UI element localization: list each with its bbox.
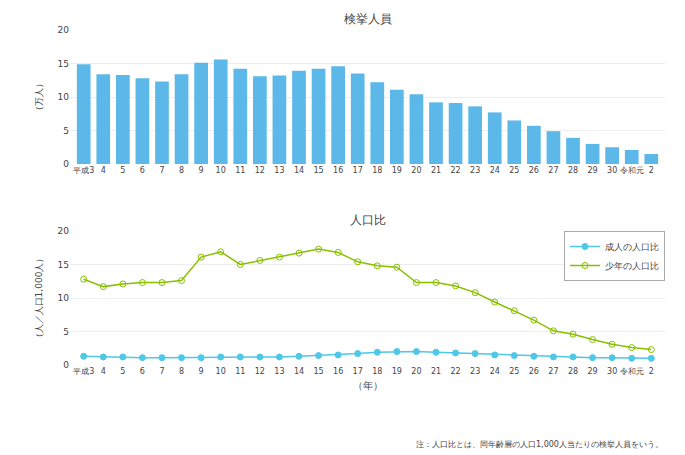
svg-text:平成3: 平成3	[73, 367, 94, 376]
svg-text:15: 15	[58, 59, 69, 69]
svg-text:10: 10	[216, 367, 226, 376]
svg-text:12: 12	[255, 367, 265, 376]
svg-text:（年）: （年）	[353, 380, 383, 391]
svg-text:少年の人口比: 少年の人口比	[605, 261, 659, 271]
svg-text:15: 15	[58, 260, 69, 270]
svg-text:8: 8	[179, 166, 184, 175]
svg-text:0: 0	[63, 360, 69, 370]
svg-text:19: 19	[392, 166, 402, 175]
svg-text:16: 16	[333, 166, 343, 175]
svg-text:21: 21	[431, 367, 441, 376]
svg-text:24: 24	[490, 166, 500, 175]
svg-text:注：人口比とは、同年齢層の人口1,000人当たりの検挙人員を: 注：人口比とは、同年齢層の人口1,000人当たりの検挙人員をいう。	[416, 440, 663, 449]
svg-text:12: 12	[255, 166, 265, 175]
svg-text:8: 8	[179, 367, 184, 376]
svg-text:30: 30	[607, 166, 617, 175]
svg-text:17: 17	[353, 166, 363, 175]
svg-text:平成3: 平成3	[73, 166, 94, 175]
svg-text:13: 13	[274, 367, 284, 376]
svg-text:21: 21	[431, 166, 441, 175]
svg-text:6: 6	[140, 367, 145, 376]
svg-text:15: 15	[313, 166, 323, 175]
svg-text:9: 9	[199, 367, 204, 376]
svg-text:（人／人口1,000人）: （人／人口1,000人）	[34, 254, 44, 343]
svg-text:5: 5	[63, 126, 69, 136]
svg-text:検挙人員: 検挙人員	[344, 12, 392, 26]
svg-text:4: 4	[101, 367, 106, 376]
svg-text:令和元: 令和元	[620, 367, 644, 376]
svg-text:27: 27	[548, 166, 558, 175]
svg-text:25: 25	[509, 166, 519, 175]
svg-text:令和元: 令和元	[620, 166, 644, 175]
svg-text:26: 26	[529, 166, 539, 175]
svg-text:30: 30	[607, 367, 617, 376]
svg-text:0: 0	[63, 159, 69, 169]
svg-text:10: 10	[216, 166, 226, 175]
svg-text:5: 5	[63, 327, 69, 337]
svg-text:20: 20	[411, 367, 421, 376]
svg-text:14: 14	[294, 367, 304, 376]
svg-text:18: 18	[372, 367, 382, 376]
svg-text:13: 13	[274, 166, 284, 175]
svg-text:28: 28	[568, 367, 578, 376]
svg-text:5: 5	[120, 367, 125, 376]
svg-text:2: 2	[649, 166, 654, 175]
svg-text:27: 27	[548, 367, 558, 376]
svg-text:2: 2	[649, 367, 654, 376]
svg-text:20: 20	[58, 226, 70, 236]
svg-text:18: 18	[372, 166, 382, 175]
svg-text:5: 5	[120, 166, 125, 175]
svg-text:22: 22	[450, 367, 460, 376]
svg-text:29: 29	[587, 367, 597, 376]
svg-text:17: 17	[353, 367, 363, 376]
svg-text:28: 28	[568, 166, 578, 175]
svg-text:22: 22	[450, 166, 460, 175]
svg-text:9: 9	[199, 166, 204, 175]
svg-text:16: 16	[333, 367, 343, 376]
svg-text:20: 20	[58, 25, 70, 35]
svg-text:10: 10	[58, 92, 70, 102]
svg-text:（万人）: （万人）	[34, 79, 44, 115]
svg-text:24: 24	[490, 367, 500, 376]
svg-text:23: 23	[470, 367, 480, 376]
svg-text:20: 20	[411, 166, 421, 175]
svg-text:7: 7	[159, 166, 164, 175]
svg-text:26: 26	[529, 367, 539, 376]
svg-text:15: 15	[313, 367, 323, 376]
svg-text:6: 6	[140, 166, 145, 175]
svg-text:11: 11	[235, 166, 245, 175]
svg-text:成人の人口比: 成人の人口比	[605, 242, 659, 252]
svg-text:11: 11	[235, 367, 245, 376]
svg-text:19: 19	[392, 367, 402, 376]
svg-text:10: 10	[58, 293, 70, 303]
svg-text:7: 7	[159, 367, 164, 376]
svg-text:29: 29	[587, 166, 597, 175]
svg-text:人口比: 人口比	[350, 213, 386, 227]
svg-text:25: 25	[509, 367, 519, 376]
svg-text:14: 14	[294, 166, 304, 175]
svg-text:23: 23	[470, 166, 480, 175]
svg-text:4: 4	[101, 166, 106, 175]
